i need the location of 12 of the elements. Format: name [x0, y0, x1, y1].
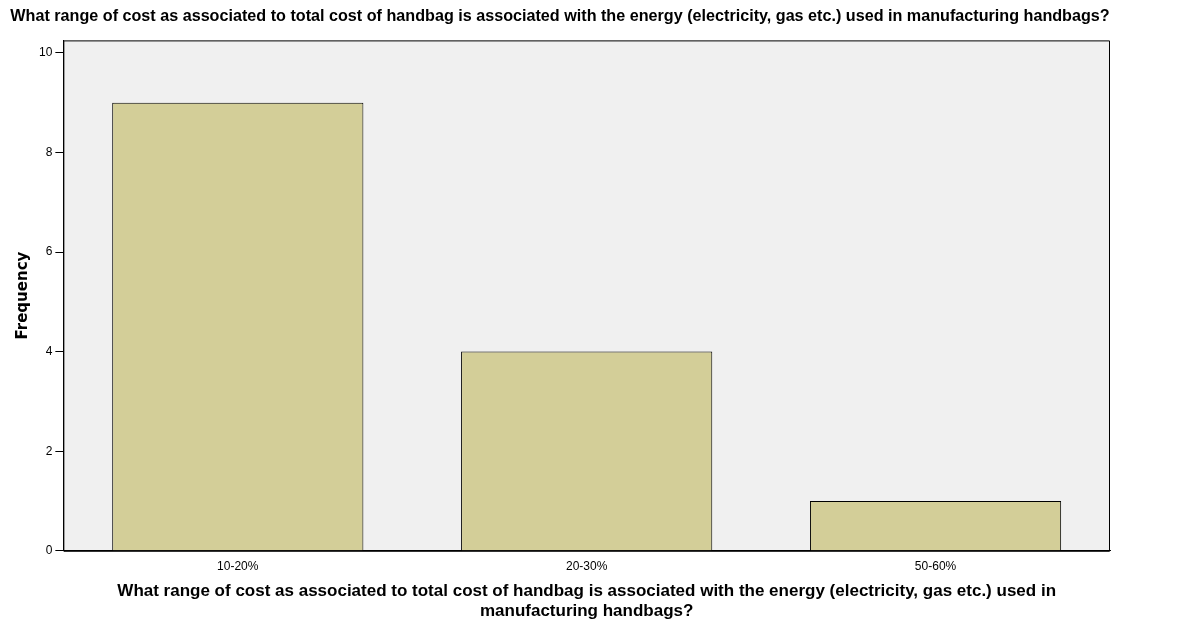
x-tick-label: 20-30% — [565, 559, 608, 574]
y-tick-label: 0 — [45, 543, 53, 558]
chart-title: What range of cost as associated to total cost of handbag is associated with the energy (electricity, gas etc.) used in manufacturing handbags? — [10, 5, 1110, 25]
x-axis-title: What range of cost as associated to total cost of handbag is associated with the energy (electricity, gas etc.) used in manufacturing handbags? — [117, 581, 1057, 621]
y-axis-title: Frequency — [12, 251, 31, 340]
y-tick-label: 8 — [45, 144, 53, 159]
x-tick-label: 50-60% — [914, 559, 957, 574]
y-tick-label: 10 — [38, 45, 53, 60]
y-tick-label: 4 — [45, 343, 53, 358]
y-tick-label: 2 — [45, 443, 53, 458]
x-tick-label: 10-20% — [217, 559, 259, 574]
y-tick-label: 6 — [45, 244, 53, 259]
